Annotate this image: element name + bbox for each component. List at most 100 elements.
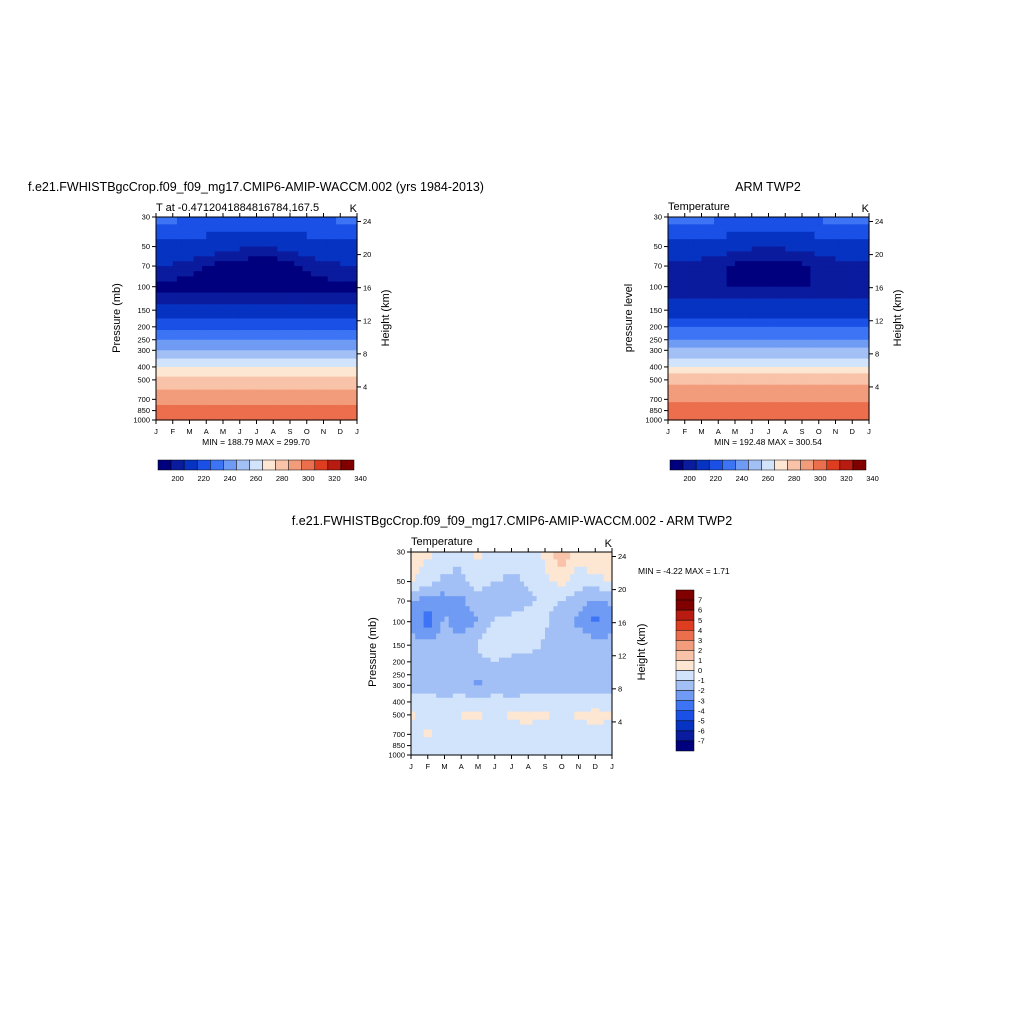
- field-cell: [739, 261, 744, 267]
- field-cell: [697, 415, 703, 419]
- field-cell: [860, 333, 866, 338]
- field-cell: [273, 246, 279, 253]
- field-cell: [227, 379, 232, 386]
- field-cell: [839, 310, 845, 315]
- panel-diff-units: K: [605, 538, 613, 550]
- field-cell: [248, 261, 253, 267]
- field-cell: [231, 239, 237, 248]
- field-cell: [331, 251, 337, 257]
- field-cell: [793, 266, 799, 272]
- field-cell: [831, 326, 837, 331]
- field-cell: [793, 407, 799, 412]
- field-cell: [747, 231, 753, 240]
- field-cell: [768, 322, 774, 328]
- field-cell: [478, 566, 483, 575]
- y-right-tick-label: 16: [875, 283, 883, 292]
- field-cell: [344, 345, 350, 349]
- field-cell: [197, 286, 203, 294]
- field-cell: [785, 345, 791, 349]
- field-cell: [726, 271, 732, 277]
- field-cell: [168, 261, 174, 267]
- field-cell: [676, 417, 682, 421]
- field-cell: [776, 366, 782, 371]
- field-cell: [206, 345, 212, 349]
- field-cell: [172, 336, 178, 341]
- field-cell: [536, 552, 542, 560]
- field-cell: [281, 402, 287, 406]
- field-cell: [705, 404, 711, 409]
- field-cell: [781, 384, 786, 391]
- field-cell: [852, 404, 858, 409]
- field-cell: [273, 261, 279, 267]
- field-cell: [344, 404, 350, 409]
- field-cell: [827, 336, 832, 341]
- field-cell: [751, 286, 757, 294]
- field-cell: [705, 347, 711, 351]
- field-cell: [718, 379, 724, 386]
- field-cell: [831, 366, 837, 371]
- field-cell: [319, 261, 325, 267]
- field-cell: [843, 412, 849, 416]
- field-cell: [252, 358, 258, 364]
- field-cell: [722, 415, 728, 419]
- field-cell: [185, 350, 191, 356]
- field-cell: [835, 370, 841, 375]
- field-cell: [252, 373, 258, 378]
- field-cell: [705, 330, 711, 334]
- field-cell: [160, 298, 165, 305]
- field-cell: [793, 358, 799, 364]
- field-cell: [818, 333, 824, 338]
- field-cell: [189, 271, 195, 277]
- field-cell: [336, 389, 341, 396]
- field-cell: [701, 347, 707, 351]
- field-cell: [818, 326, 824, 331]
- field-cell: [676, 271, 682, 277]
- field-cell: [302, 354, 308, 360]
- field-cell: [751, 362, 757, 368]
- field-cell: [852, 333, 858, 338]
- field-cell: [776, 373, 782, 378]
- field-cell: [755, 407, 761, 412]
- field-cell: [440, 559, 446, 568]
- field-cell: [281, 333, 287, 338]
- field-cell: [684, 362, 690, 368]
- field-cell: [760, 366, 765, 371]
- field-cell: [701, 246, 707, 253]
- field-cell: [294, 336, 299, 341]
- field-cell: [264, 339, 270, 343]
- field-cell: [751, 370, 757, 375]
- field-cell: [172, 354, 178, 360]
- field-cell: [822, 256, 828, 262]
- field-cell: [168, 339, 174, 343]
- field-cell: [802, 370, 807, 375]
- field-cell: [839, 330, 845, 334]
- field-cell: [197, 407, 203, 412]
- field-cell: [693, 402, 698, 406]
- field-cell: [260, 330, 266, 334]
- field-cell: [168, 251, 174, 257]
- field-cell: [835, 342, 841, 346]
- field-cell: [273, 376, 279, 381]
- field-cell: [806, 339, 811, 343]
- field-cell: [340, 350, 346, 356]
- field-cell: [688, 402, 694, 406]
- field-cell: [185, 239, 191, 248]
- field-cell: [755, 318, 761, 324]
- field-cell: [701, 342, 707, 346]
- field-cell: [290, 347, 295, 351]
- field-cell: [210, 373, 216, 378]
- field-cell: [252, 399, 258, 403]
- field-cell: [164, 412, 170, 416]
- field-cell: [239, 281, 245, 288]
- field-cell: [789, 407, 795, 412]
- field-cell: [348, 417, 354, 421]
- field-cell: [760, 336, 765, 341]
- field-cell: [818, 251, 824, 257]
- field-cell: [810, 333, 816, 338]
- field-cell: [848, 333, 853, 338]
- field-cell: [269, 266, 274, 272]
- field-cell: [327, 231, 333, 240]
- field-cell: [256, 345, 262, 349]
- field-cell: [684, 410, 690, 414]
- field-cell: [515, 552, 521, 560]
